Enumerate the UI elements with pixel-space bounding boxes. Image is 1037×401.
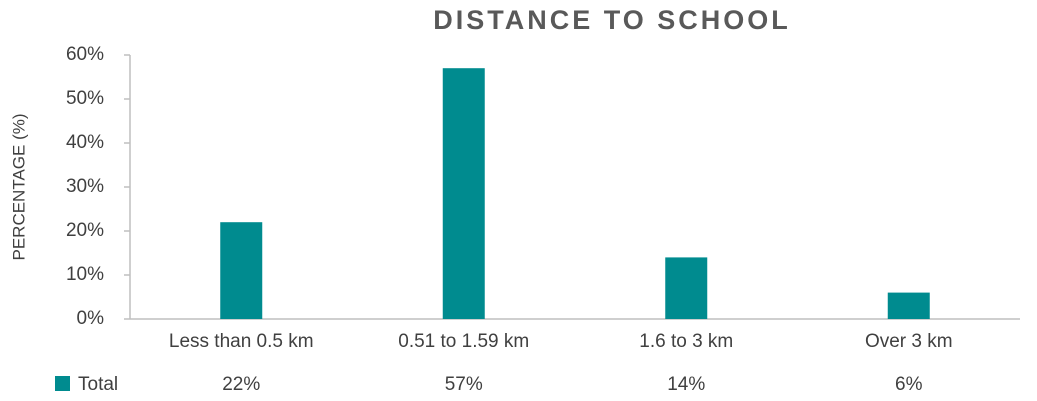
data-table-value: 14% — [667, 374, 705, 395]
x-tick-label: 1.6 to 3 km — [639, 331, 733, 352]
y-axis-label: PERCENTAGE (%) — [9, 113, 28, 260]
y-tick-label: 10% — [66, 264, 104, 285]
x-tick-label: Over 3 km — [865, 331, 953, 352]
y-tick-label: 0% — [77, 308, 105, 329]
bar — [665, 257, 708, 319]
data-table-value: 57% — [445, 374, 483, 395]
y-tick-label: 30% — [66, 176, 104, 197]
bar — [442, 68, 485, 319]
bar — [220, 222, 263, 319]
y-tick-label: 20% — [66, 220, 104, 241]
legend-swatch — [55, 376, 70, 391]
bar — [887, 292, 930, 319]
y-tick-label: 60% — [66, 44, 104, 65]
legend-label: Total — [78, 374, 118, 395]
chart-title: DISTANCE TO SCHOOL — [433, 5, 791, 35]
data-table-value: 6% — [895, 374, 923, 395]
x-tick-label: 0.51 to 1.59 km — [398, 331, 529, 352]
x-tick-label: Less than 0.5 km — [169, 331, 314, 352]
y-tick-label: 40% — [66, 132, 104, 153]
data-table-value: 22% — [222, 374, 260, 395]
y-tick-label: 50% — [66, 88, 104, 109]
